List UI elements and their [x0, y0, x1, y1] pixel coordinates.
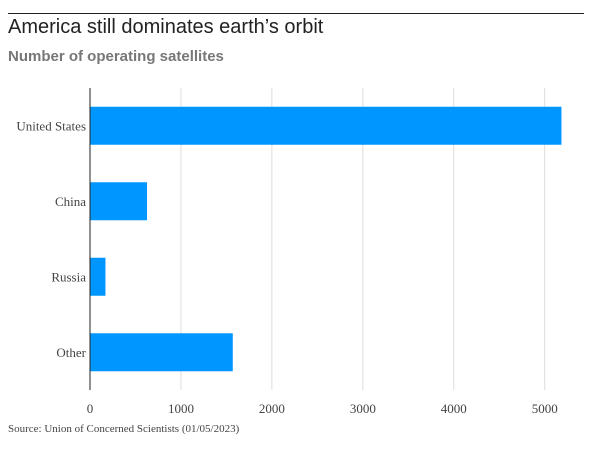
bar-russia [90, 257, 106, 296]
x-tick-label: 1000 [168, 401, 194, 416]
bars [90, 106, 562, 372]
chart-subtitle: Number of operating satellites [8, 48, 224, 65]
category-label: Other [56, 345, 86, 360]
bar-china [90, 182, 148, 221]
x-tick-label: 0 [87, 401, 94, 416]
bar-united-states [90, 106, 562, 145]
x-tick-label: 5000 [532, 401, 558, 416]
bar-other [90, 333, 233, 372]
x-tick-label: 4000 [441, 401, 467, 416]
category-labels: United States China Russia Other [16, 118, 86, 360]
x-tick-labels: 0 1000 2000 3000 4000 5000 [87, 401, 558, 416]
category-label: Russia [51, 269, 86, 284]
chart-title: America still dominates earth’s orbit [8, 16, 324, 38]
source-note: Source: Union of Concerned Scientists (0… [8, 423, 240, 435]
category-label: United States [16, 118, 86, 133]
top-rule [8, 13, 584, 14]
category-label: China [55, 194, 86, 209]
x-tick-label: 2000 [259, 401, 285, 416]
x-tick-label: 3000 [350, 401, 376, 416]
